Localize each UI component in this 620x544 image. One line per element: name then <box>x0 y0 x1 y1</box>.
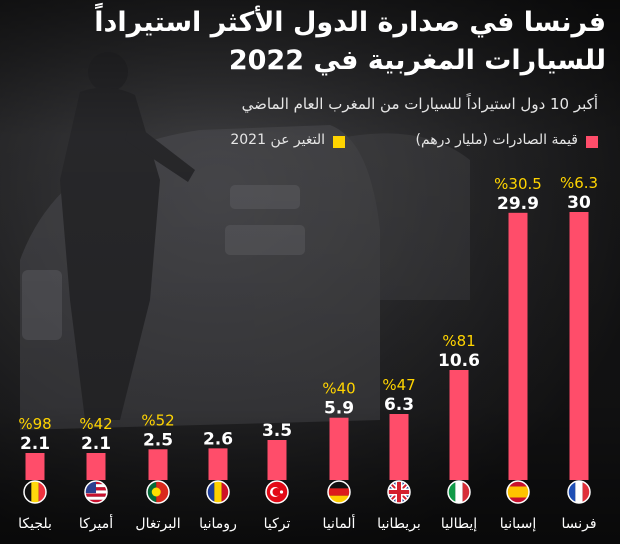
change-label: %40 <box>322 380 355 398</box>
chart-subtitle: أكبر 10 دول استيراداً للسيارات من المغرب… <box>241 95 598 113</box>
legend-label-change: التغير عن 2021 <box>230 132 325 148</box>
portugal-flag-icon <box>146 480 170 504</box>
bar-9 <box>25 453 45 480</box>
value-label: 10.6 <box>438 351 480 371</box>
value-label: 2.1 <box>20 434 50 454</box>
value-label: 2.5 <box>143 430 173 450</box>
category-label: بريطانيا <box>377 516 421 532</box>
value-label: 30 <box>567 193 591 213</box>
legend-label-exports: قيمة الصادرات (مليار درهم) <box>415 132 579 148</box>
category-label: أميركا <box>79 514 113 532</box>
value-label: 5.9 <box>324 399 354 419</box>
bar-2 <box>449 370 469 480</box>
bar-5 <box>267 440 287 480</box>
chart-title-line-1: فرنسا في صدارة الدول الأكثر استيراداً <box>94 7 606 38</box>
value-label: 2.1 <box>81 434 111 454</box>
bar-4 <box>329 417 349 480</box>
italy-flag-icon <box>447 480 471 504</box>
uk-flag-icon <box>387 480 411 504</box>
value-label: 3.5 <box>262 421 292 441</box>
bar-1 <box>508 212 528 480</box>
value-label: 6.3 <box>384 395 414 415</box>
category-label: البرتغال <box>135 516 180 532</box>
category-label: رومانيا <box>199 516 237 532</box>
category-label: تركيا <box>264 516 291 532</box>
category-label: إيطاليا <box>441 516 477 532</box>
category-label: فرنسا <box>561 516 596 532</box>
category-label: بلجيكا <box>18 516 52 532</box>
change-label: %42 <box>79 415 112 433</box>
value-label: 29.9 <box>497 194 539 214</box>
chart-title-line-2: للسيارات المغربية في 2022 <box>228 45 606 76</box>
romania-flag-icon <box>206 480 230 504</box>
legend-swatch-exports <box>586 136 598 148</box>
value-label: 2.6 <box>203 429 233 449</box>
france-flag-icon <box>567 480 591 504</box>
spain-flag-icon <box>506 480 530 504</box>
bar-7 <box>148 449 168 480</box>
belgium-flag-icon <box>23 480 47 504</box>
bar-3 <box>389 414 409 480</box>
turkey-flag-icon <box>265 480 289 504</box>
germany-flag-icon <box>327 480 351 504</box>
change-label: %52 <box>141 411 174 429</box>
usa-flag-icon <box>84 480 108 504</box>
change-label: %30.5 <box>494 175 542 193</box>
bar-0 <box>569 212 589 480</box>
change-label: %98 <box>18 415 51 433</box>
change-label: %47 <box>382 376 415 394</box>
change-label: %81 <box>442 332 475 350</box>
legend-swatch-change <box>333 136 345 148</box>
bar-6 <box>208 448 228 480</box>
bar-8 <box>86 453 106 480</box>
category-label: ألمانيا <box>323 514 356 532</box>
change-label: %6.3 <box>560 174 598 192</box>
category-label: إسبانيا <box>500 516 537 532</box>
